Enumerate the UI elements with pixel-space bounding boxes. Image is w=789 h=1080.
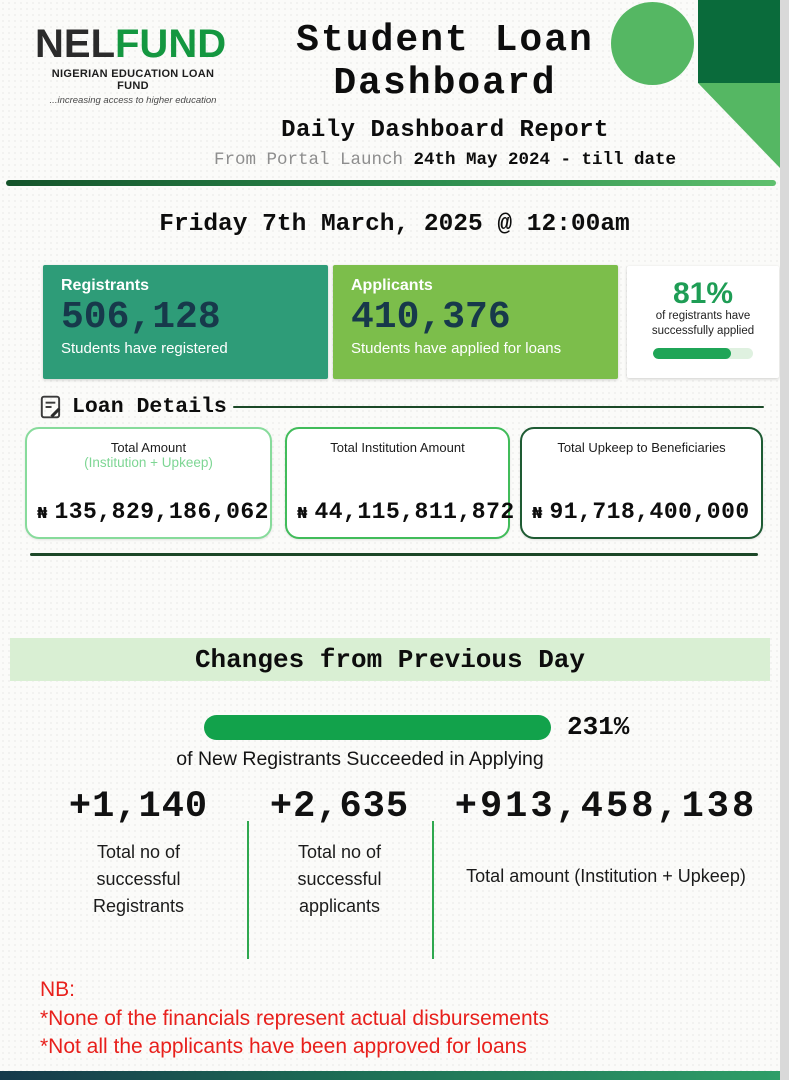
metric-divider-1 [247,821,249,959]
progress-caption: of New Registrants Succeeded in Applying [176,748,544,770]
header: NELFUND NIGERIAN EDUCATION LOAN FUND ...… [0,0,789,186]
metric-total-amount-value: +913,458,138 [454,786,758,828]
period-prefix: From Portal Launch [213,150,403,171]
metric-registrants-label-line3: Registrants [92,896,185,916]
metric-registrants-label-line2: successful [96,869,181,889]
conversion-progress-fill [653,347,731,359]
loan-details-title: Loan Details [72,395,227,419]
progress-percent: 231% [567,712,630,742]
report-date-heading: Friday 7th March, 2025 @ 12:00am [159,211,630,238]
upkeep-amount-value: ₦ 91,718,400,000 [522,499,761,525]
metric-total-amount-label: Total amount (Institution + Upkeep) [432,863,780,890]
corner-circle-decoration [611,2,694,85]
conversion-caption-line2: successfully applied [651,324,755,337]
metric-applicants-label: Total no of successful applicants [247,839,432,920]
naira-sign: ₦ [37,504,48,522]
page-title: Student Loan Dashboard [205,19,685,105]
metric-registrants-label: Total no of successful Registrants [30,839,247,920]
edit-note-icon [40,395,61,419]
applicants-card: Applicants 410,376 Students have applied… [333,265,618,379]
total-amount-title: Total Amount [110,440,187,455]
naira-sign: ₦ [532,504,543,522]
institution-amount-value: ₦ 44,115,811,872 [287,499,514,525]
loan-details-rule [232,405,764,409]
institution-amount-number: 44,115,811,872 [314,499,515,525]
stat-cards-row: Registrants 506,128 Students have regist… [43,265,789,379]
metric-applicants-label-line2: successful [297,869,382,889]
metric-applicants: +2,635 Total no of successful applicants [247,785,432,920]
total-amount-value: ₦ 135,829,186,062 [27,499,270,525]
metric-applicants-label-line1: Total no of [297,842,382,862]
changes-section-banner: Changes from Previous Day [10,638,770,681]
applicants-value: 410,376 [351,296,511,339]
logo-subtitle: NIGERIAN EDUCATION LOAN FUND [51,68,215,92]
conversion-card: 81% of registrants have successfully app… [627,266,779,378]
total-amount-card: Total Amount (Institution + Upkeep) ₦ 13… [25,427,272,539]
conversion-percent: 81% [672,277,734,310]
institution-amount-title: Total Institution Amount [330,440,465,455]
nelfund-logo-wordmark: NELFUND [35,24,231,64]
naira-sign: ₦ [297,504,308,522]
nb-notes: NB: *None of the financials represent ac… [40,976,789,1062]
upkeep-amount-card: Total Upkeep to Beneficiaries ₦ 91,718,4… [520,427,763,539]
nb-line1: *None of the financials represent actual… [40,1006,549,1030]
title-block: Student Loan Dashboard Daily Dashboard R… [205,19,685,170]
metric-applicants-value: +2,635 [269,786,410,828]
metric-applicants-label-line3: applicants [298,896,381,916]
registrants-card: Registrants 506,128 Students have regist… [43,265,328,379]
report-period: From Portal Launch 24th May 2024 - till … [205,150,685,170]
registrants-label: Registrants [61,277,150,294]
metric-total-amount: +913,458,138 Total amount (Institution +… [432,785,780,920]
nb-heading: NB: [40,978,76,1001]
metric-divider-2 [432,821,434,959]
page-title-line2: Dashboard [333,61,557,105]
conversion-caption-line1: of registrants have [655,310,751,322]
page-title-line1: Student Loan [296,19,594,62]
metric-registrants: +1,140 Total no of successful Registrant… [30,785,247,920]
logo-fund: FUND [115,22,227,66]
report-subtitle: Daily Dashboard Report [281,117,609,145]
loan-cards-row: Total Amount (Institution + Upkeep) ₦ 13… [25,427,789,539]
total-amount-number: 135,829,186,062 [54,499,269,525]
daily-change-metrics: +1,140 Total no of successful Registrant… [30,785,789,959]
metric-registrants-label-line1: Total no of [96,842,181,862]
total-amount-subtitle: (Institution + Upkeep) [84,455,213,470]
loan-details-heading: Loan Details [38,393,764,421]
new-registrants-progress: 231% [204,712,789,742]
conversion-progressbar [653,347,753,359]
metric-registrants-value: +1,140 [68,786,209,828]
applicants-label: Applicants [351,277,433,294]
nelfund-logo: NELFUND NIGERIAN EDUCATION LOAN FUND ...… [35,24,231,106]
page-right-edge [780,0,789,1080]
upkeep-amount-title: Total Upkeep to Beneficiaries [557,440,726,455]
metric-total-amount-label-line1: Total amount (Institution + Upkeep) [466,866,746,886]
institution-amount-card: Total Institution Amount ₦ 44,115,811,87… [285,427,514,539]
registrants-description: Students have registered [61,339,228,357]
period-range: 24th May 2024 - till date [413,150,677,171]
corner-square-decoration [698,0,780,83]
header-divider [6,180,776,186]
section-divider-rule [30,553,758,556]
registrants-value: 506,128 [61,296,221,339]
footer-bar [0,1071,780,1080]
logo-nel: NEL [35,22,115,66]
progress-pill [204,714,551,740]
logo-tagline: ...increasing access to higher education [49,95,217,106]
upkeep-amount-number: 91,718,400,000 [549,499,750,525]
nb-line2: *Not all the applicants have been approv… [40,1035,527,1058]
applicants-description: Students have applied for loans [351,339,562,357]
